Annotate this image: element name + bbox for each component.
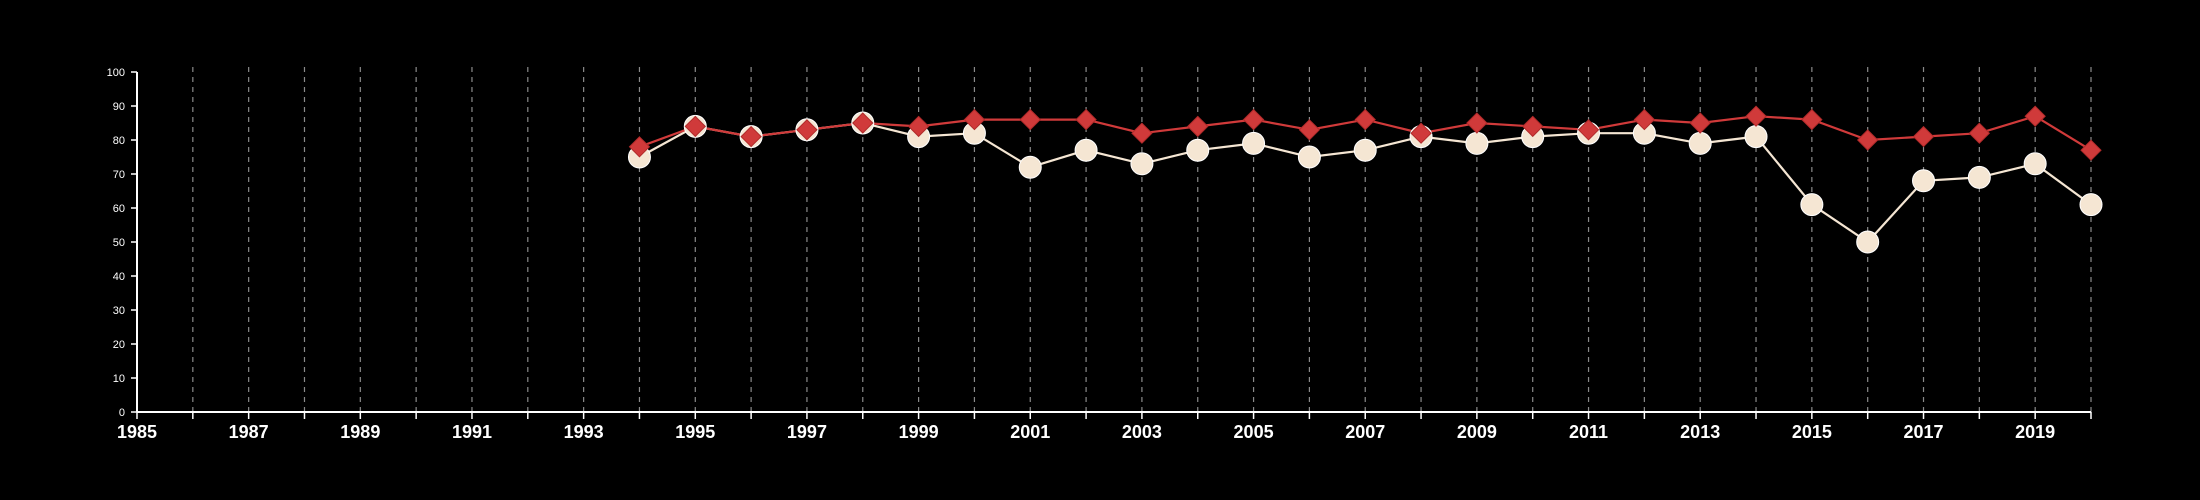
x-tick-label-2005: 2005: [1234, 422, 1274, 442]
y-tick-label-60: 60: [113, 203, 125, 215]
series-1-point-2007: [1353, 138, 1377, 162]
y-tick-label-10: 10: [113, 373, 125, 385]
series-2-point-1999: [907, 115, 930, 138]
series-2-point-2001: [1019, 108, 1041, 131]
y-tick-label-20: 20: [113, 339, 125, 351]
series-1-point-2006: [1297, 145, 1321, 169]
series-1-point-2014: [1744, 125, 1768, 149]
series-2-point-2007: [1354, 108, 1376, 131]
series-1-point-2009: [1465, 131, 1489, 155]
x-tick-label-1993: 1993: [564, 422, 604, 442]
x-tick-label-2013: 2013: [1680, 422, 1720, 442]
series-2-point-2018: [1968, 122, 1991, 144]
y-tick-label-40: 40: [113, 271, 125, 283]
x-tick-label-1985: 1985: [117, 422, 157, 442]
x-tick-label-1997: 1997: [787, 422, 827, 442]
series-1-point-2017: [1912, 169, 1936, 193]
x-tick-label-1999: 1999: [899, 422, 939, 442]
series-2-point-2005: [1242, 108, 1265, 131]
y-tick-label-70: 70: [113, 169, 125, 181]
x-tick-label-1995: 1995: [675, 422, 715, 442]
series-2-point-2009: [1466, 112, 1488, 134]
series-2-point-1995: [684, 115, 706, 138]
series-2-point-2004: [1187, 115, 1209, 138]
series-1-point-2016: [1856, 230, 1880, 254]
series-1-point-2001: [1018, 155, 1042, 179]
series-1-point-2018: [1967, 165, 1991, 189]
x-tick-label-2017: 2017: [1903, 422, 1943, 442]
series-2-point-2014: [1745, 105, 1767, 127]
series-2-point-1996: [740, 125, 762, 148]
y-tick-label-0: 0: [119, 407, 125, 419]
x-tick-label-1991: 1991: [452, 422, 492, 442]
x-tick-label-1987: 1987: [229, 422, 269, 442]
series-2-point-2008: [1410, 122, 1432, 144]
axis-layer: 0 10 20 30 40 50 60 70 80 90 100 1985 1987 1989 1991 19…: [107, 67, 2092, 442]
series-1-point-2015: [1800, 193, 1824, 217]
x-tick-label-2001: 2001: [1010, 422, 1050, 442]
series-1-point-2019: [2023, 152, 2047, 176]
series-1-point-2004: [1186, 138, 1210, 162]
y-tick-label-30: 30: [113, 305, 125, 317]
y-tick-label-100: 100: [107, 67, 125, 79]
series-2-point-2011: [1577, 119, 1600, 141]
series-1-point-2002: [1074, 138, 1098, 162]
series-1-point-2020: [2079, 193, 2103, 217]
x-tick-label-1989: 1989: [340, 422, 380, 442]
series-2-point-2019: [2024, 105, 2046, 127]
series-layer: [627, 105, 2103, 254]
y-tick-label-80: 80: [113, 135, 125, 147]
x-tick-label-2015: 2015: [1792, 422, 1832, 442]
series-2-point-1994: [628, 136, 651, 158]
x-tick-label-2007: 2007: [1345, 422, 1385, 442]
series-2-point-2006: [1298, 119, 1321, 141]
series-2-point-2016: [1856, 129, 1879, 151]
series-2-point-1998: [852, 112, 874, 134]
series-2-point-1997: [796, 119, 818, 141]
y-tick-label-90: 90: [113, 101, 125, 113]
x-tick-label-2009: 2009: [1457, 422, 1497, 442]
series-1-point-2005: [1242, 131, 1266, 155]
y-tick-label-50: 50: [113, 237, 125, 249]
series-2-point-2013: [1689, 112, 1711, 134]
series-2-point-2017: [1912, 125, 1935, 148]
series-1-point-2003: [1130, 152, 1154, 176]
series-2-point-2010: [1522, 115, 1544, 138]
series-2-point-2002: [1075, 108, 1097, 131]
series-2-point-2000: [963, 108, 986, 131]
series-1-point-2013: [1688, 131, 1712, 155]
series-2-point-2015: [1801, 108, 1823, 131]
x-tick-label-2003: 2003: [1122, 422, 1162, 442]
series-2-point-2020: [2080, 139, 2102, 161]
series-2-point-2003: [1131, 122, 1153, 144]
x-tick-label-2011: 2011: [1569, 422, 1608, 442]
x-tick-label-2019: 2019: [2015, 422, 2055, 442]
series-2-point-2012: [1633, 108, 1656, 131]
